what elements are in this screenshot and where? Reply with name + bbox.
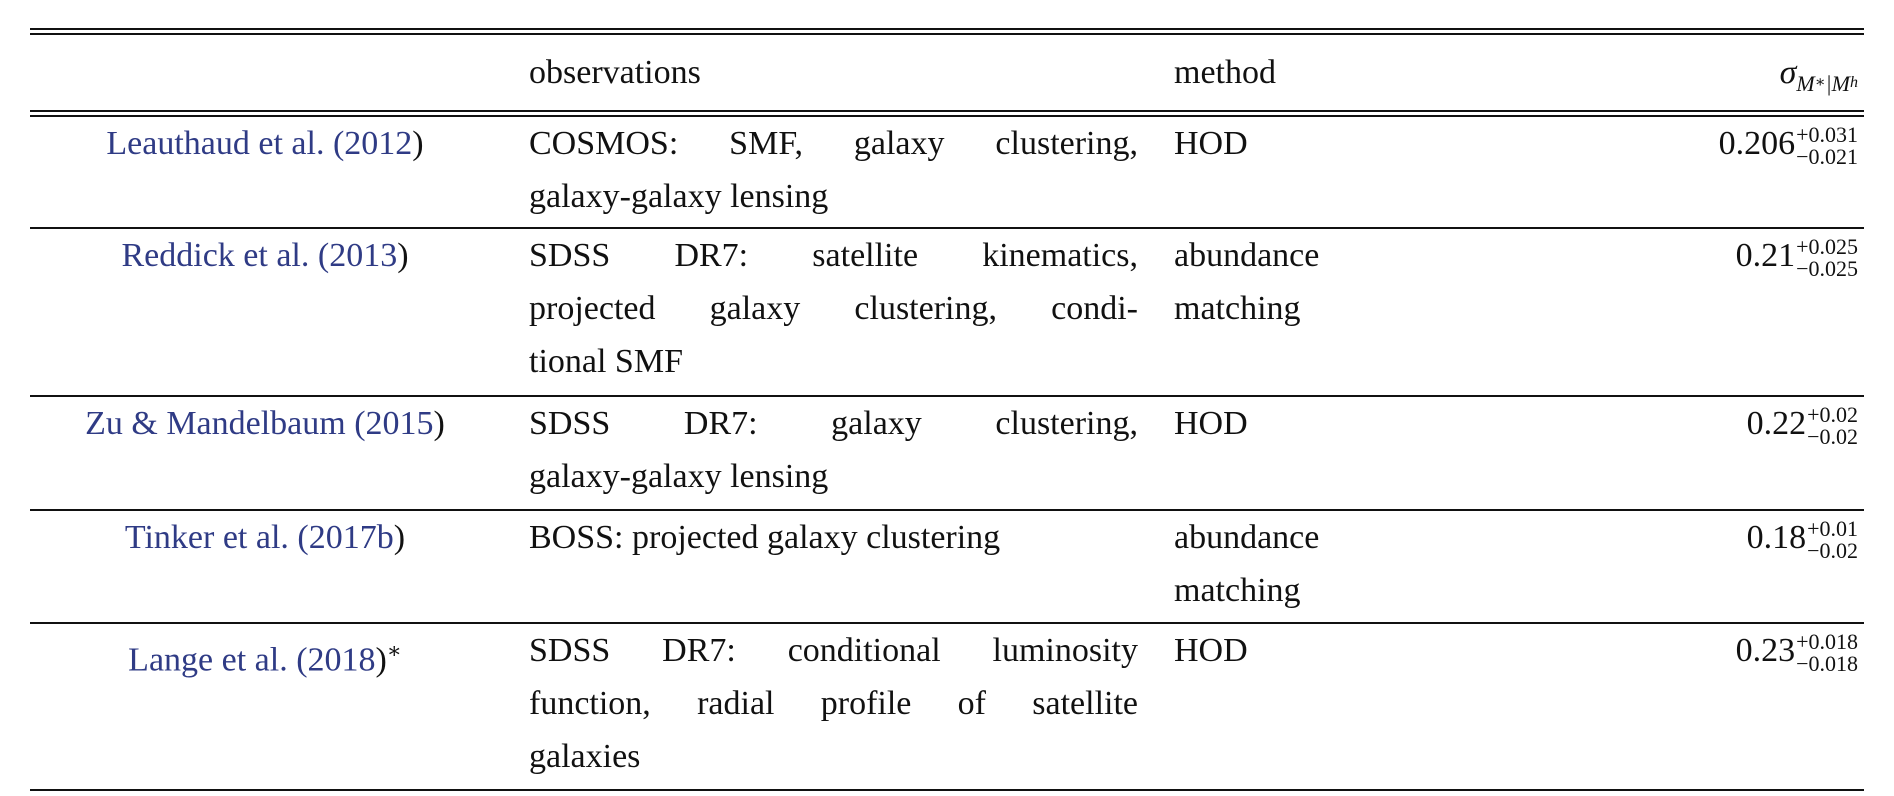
method: HOD: [1174, 624, 1574, 677]
method-line: HOD: [1174, 632, 1248, 669]
method-line: abundance: [1174, 519, 1320, 556]
value-minus: −0.025: [1796, 256, 1858, 282]
sub: h: [1850, 74, 1858, 91]
value-errors: +0.031 −0.021: [1796, 124, 1858, 168]
value-plus: +0.01: [1807, 516, 1858, 542]
ref-year: 2018: [307, 641, 376, 679]
header-sigma: σM∗|Mh: [1780, 46, 1858, 110]
sigma: σ: [1779, 54, 1797, 91]
value-plus: +0.025: [1796, 234, 1858, 260]
obs-line: galaxy-galaxy lensing: [529, 458, 829, 495]
ref-close: ): [393, 519, 406, 556]
value: 0.21 +0.025 −0.025: [1736, 229, 1858, 282]
ref-mark: ∗: [386, 638, 402, 663]
method: HOD: [1174, 397, 1574, 450]
ref-authors: Leauthaud et al. (: [106, 125, 345, 162]
header-rule: [30, 115, 1864, 117]
value-central: 0.206: [1718, 125, 1796, 162]
header-method: method: [1174, 54, 1276, 91]
obs-line: tional SMF: [529, 343, 683, 380]
row-rule: [30, 789, 1864, 791]
obs-line: SDSS DR7: satellite kinematics,: [529, 237, 1138, 274]
top-rule: [30, 28, 1864, 30]
top-rule: [30, 33, 1864, 35]
method-line: matching: [1174, 572, 1301, 609]
header-text: observations: [529, 54, 701, 91]
value: 0.22 +0.02 −0.02: [1747, 397, 1858, 450]
row-rule: [30, 509, 1864, 511]
value-minus: −0.018: [1796, 651, 1858, 677]
obs-line: COSMOS: SMF, galaxy clustering,: [529, 125, 1138, 162]
ref-close: ): [412, 125, 424, 162]
value-errors: +0.025 −0.025: [1796, 236, 1858, 280]
reference: Zu & Mandelbaum (2015): [30, 397, 500, 450]
sub: |M: [1825, 71, 1850, 96]
ref-authors: Zu & Mandelbaum (: [85, 405, 366, 442]
observations: COSMOS: SMF, galaxy clustering, galaxy-ga…: [529, 117, 1138, 223]
method: abundance matching: [1174, 229, 1574, 335]
ref-close: ): [397, 237, 409, 274]
sub: M: [1796, 71, 1815, 96]
row-rule: [30, 395, 1864, 397]
method: HOD: [1174, 117, 1574, 170]
obs-line: galaxies: [529, 738, 641, 775]
observations: SDSS DR7: galaxy clustering, galaxy-galax…: [529, 397, 1138, 503]
ref-close: ): [433, 405, 445, 442]
method-line: matching: [1174, 290, 1301, 327]
ref-year: 2017b: [308, 519, 394, 556]
method-line: HOD: [1174, 125, 1248, 162]
observations: SDSS DR7: satellite kinematics, projected…: [529, 229, 1138, 388]
observations: BOSS: projected galaxy clustering: [529, 511, 1138, 564]
value-errors: +0.01 −0.02: [1807, 518, 1858, 562]
obs-line: BOSS: projected galaxy clustering: [529, 519, 1001, 556]
value: 0.23 +0.018 −0.018: [1736, 624, 1858, 677]
value-plus: +0.02: [1807, 402, 1858, 428]
ref-year: 2012: [344, 125, 413, 162]
method-line: abundance: [1174, 237, 1320, 274]
value-minus: −0.02: [1807, 424, 1858, 450]
reference: Lange et al. (2018)∗: [30, 624, 500, 686]
value-errors: +0.018 −0.018: [1796, 631, 1858, 675]
obs-line: projected galaxy clustering, condi-: [529, 290, 1138, 327]
obs-line: SDSS DR7: conditional luminosity: [529, 632, 1138, 669]
header-observations: observations: [529, 46, 1138, 99]
method: abundance matching: [1174, 511, 1574, 617]
row-rule: [30, 227, 1864, 229]
obs-line: function, radial profile of satellite: [529, 685, 1138, 722]
reference: Leauthaud et al. (2012): [30, 117, 500, 170]
ref-authors: Tinker et al. (: [124, 519, 309, 556]
ref-authors: Reddick et al. (: [121, 237, 330, 274]
value-errors: +0.02 −0.02: [1807, 404, 1858, 448]
value-minus: −0.02: [1807, 538, 1858, 564]
obs-line: SDSS DR7: galaxy clustering,: [529, 405, 1138, 442]
ref-authors: Lange et al. (: [128, 641, 308, 679]
ref-close: ): [375, 641, 387, 679]
observations: SDSS DR7: conditional luminosity function…: [529, 624, 1138, 783]
ref-year: 2013: [329, 237, 398, 274]
value-plus: +0.018: [1796, 629, 1858, 655]
header-rule: [30, 110, 1864, 112]
row-rule: [30, 622, 1864, 624]
obs-line: galaxy-galaxy lensing: [529, 178, 829, 215]
value-plus: +0.031: [1796, 122, 1858, 148]
value-central: 0.22: [1746, 405, 1807, 442]
value-central: 0.23: [1735, 632, 1796, 669]
value: 0.18 +0.01 −0.02: [1747, 511, 1858, 564]
value: 0.206 +0.031 −0.021: [1719, 117, 1858, 170]
sub: ∗: [1814, 74, 1826, 91]
reference: Reddick et al. (2013): [30, 229, 500, 282]
value-central: 0.21: [1735, 237, 1796, 274]
ref-year: 2015: [365, 405, 434, 442]
method-line: HOD: [1174, 405, 1248, 442]
value-minus: −0.021: [1796, 144, 1858, 170]
reference: Tinker et al. (2017b): [30, 511, 500, 564]
value-central: 0.18: [1746, 519, 1807, 556]
